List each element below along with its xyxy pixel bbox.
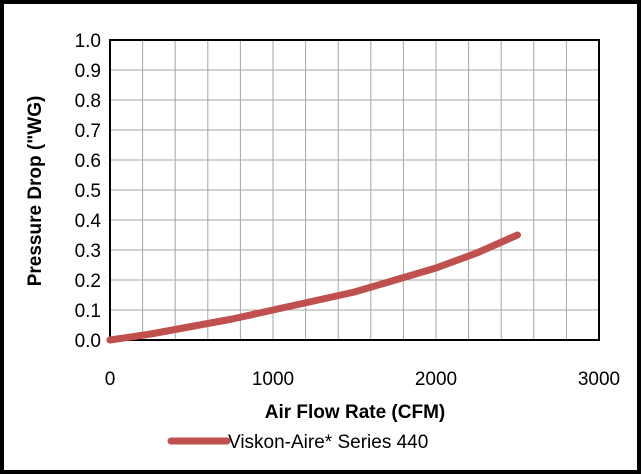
y-tick-label: 0.8 (75, 91, 101, 112)
x-tick-label: 1000 (252, 369, 294, 390)
x-tick-label: 2000 (415, 369, 457, 390)
y-tick-label: 0.0 (75, 331, 101, 352)
y-tick-label: 0.2 (75, 271, 101, 292)
x-tick-label: 3000 (578, 369, 620, 390)
series-line (106, 231, 521, 344)
x-tick-label: 0 (105, 369, 116, 390)
legend-label: Viskon-Aire* Series 440 (228, 432, 428, 453)
y-tick-label: 0.6 (75, 151, 101, 172)
y-tick-label: 0.7 (75, 121, 101, 142)
y-tick-label: 0.9 (75, 61, 101, 82)
y-tick-label: 0.3 (75, 241, 101, 262)
y-tick-label: 0.1 (75, 301, 101, 322)
series-group (106, 231, 521, 344)
legend: Viskon-Aire* Series 440 (167, 432, 428, 453)
x-axis-title: Air Flow Rate (CFM) (265, 402, 446, 423)
grid (110, 40, 599, 340)
plot-area (109, 39, 600, 341)
y-tick-label: 1.0 (75, 31, 101, 52)
y-tick-label: 0.5 (75, 181, 101, 202)
y-tick-label: 0.4 (75, 211, 102, 232)
y-tick-labels: 0.0 0.1 0.2 0.3 0.4 0.5 0.6 0.7 0.8 0.9 1.0 (75, 31, 102, 352)
x-tick-labels: 0 1000 2000 3000 (105, 369, 620, 390)
y-axis-title: Pressure Drop ("WG) (25, 96, 46, 287)
